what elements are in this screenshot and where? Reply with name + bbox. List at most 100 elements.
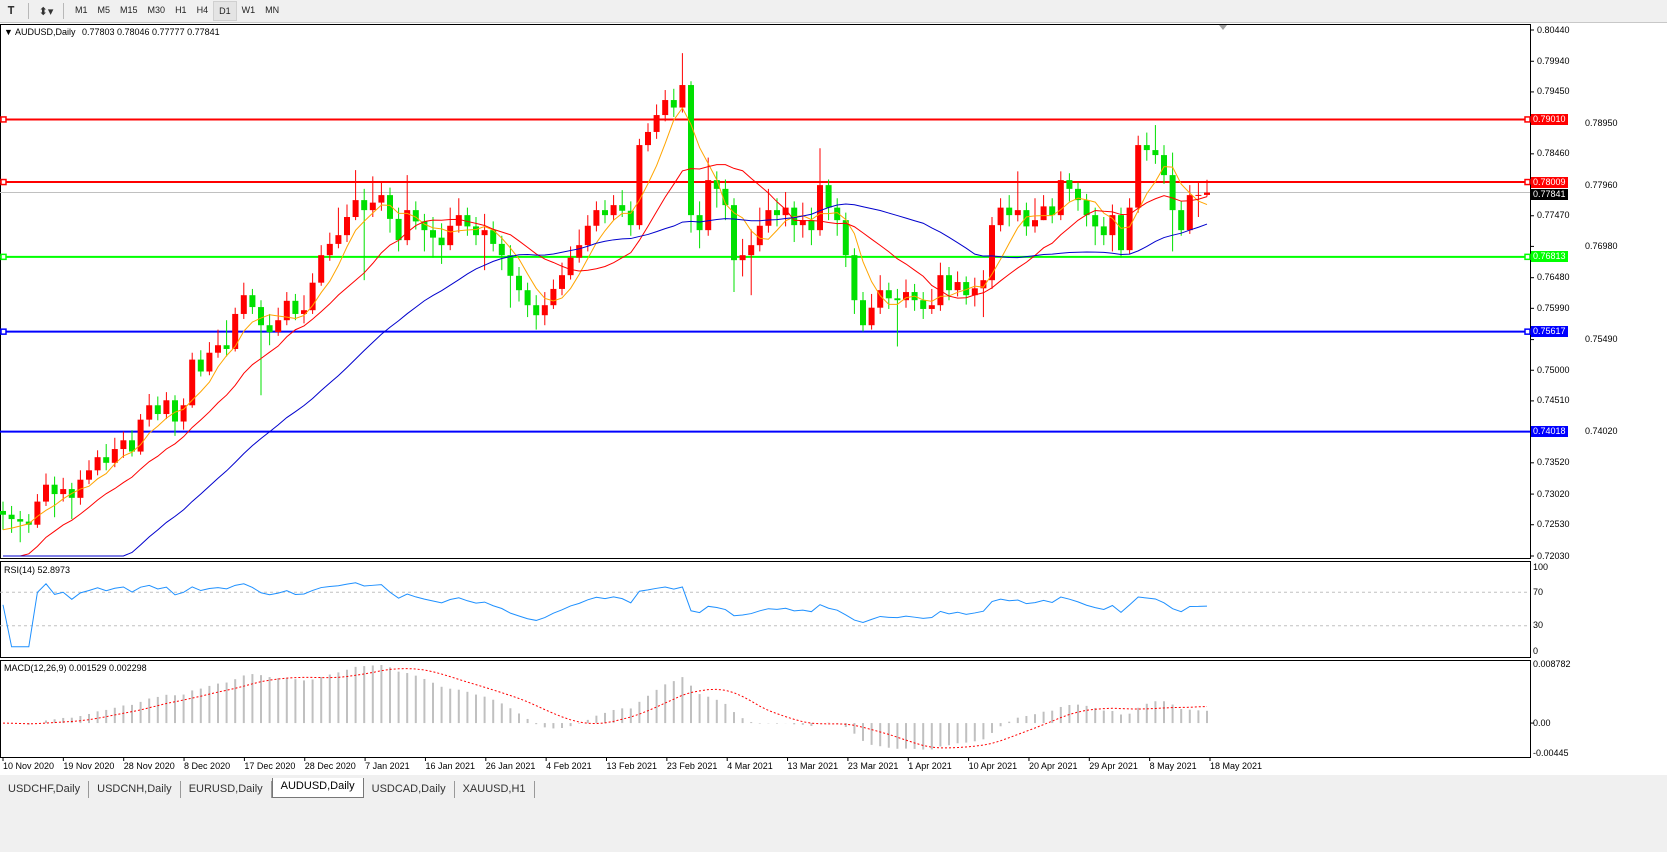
bull-candle — [971, 288, 978, 296]
bear-candle — [894, 298, 901, 301]
line-anchor-handle — [1524, 178, 1531, 186]
bear-candle — [533, 305, 540, 316]
bear-candle — [1075, 188, 1081, 201]
tab-usdchf-daily[interactable]: USDCHF,Daily — [0, 781, 90, 798]
bear-candle — [473, 226, 479, 236]
bid-price-tag: 0.77841 — [1531, 188, 1568, 200]
date-axis-label: 7 Jan 2021 — [365, 761, 410, 771]
bear-candle — [421, 221, 428, 231]
tab-audusd-daily[interactable]: AUDUSD,Daily — [271, 778, 364, 798]
bull-candle — [481, 230, 488, 236]
price-axis-label: 0.73020 — [1537, 488, 1570, 499]
moving-average-line-3 — [3, 203, 1208, 557]
timeframe-d1[interactable]: D1 — [213, 1, 237, 21]
level-price-tag[interactable]: 0.75617 — [1531, 326, 1568, 338]
bull-candle — [610, 205, 617, 216]
chart-window[interactable]: ▼ AUDUSD,Daily 0.77803 0.78046 0.77777 0… — [0, 23, 1667, 775]
chart-header: ▼ AUDUSD,Daily 0.77803 0.78046 0.77777 0… — [4, 27, 220, 37]
date-axis-label: 26 Jan 2021 — [485, 761, 536, 771]
date-axis-label: 10 Apr 2021 — [968, 761, 1018, 771]
tab-usdcad-daily[interactable]: USDCAD,Daily — [363, 781, 455, 798]
timeframe-h4[interactable]: H4 — [196, 5, 209, 15]
bull-candle — [662, 100, 669, 116]
bear-candle — [808, 220, 815, 231]
timeframe-m1[interactable]: M1 — [75, 5, 88, 15]
bear-candle — [834, 207, 841, 221]
bull-candle — [645, 131, 651, 146]
bull-candle — [344, 217, 350, 236]
price-axis-label: 0.75000 — [1537, 364, 1570, 375]
bull-candle — [189, 359, 196, 406]
ohlc-readout: 0.77803 0.78046 0.77777 0.77841 — [81, 27, 220, 37]
tab-xauusd-h1[interactable]: XAUUSD,H1 — [454, 781, 535, 798]
bull-candle — [980, 280, 987, 289]
bull-candle — [679, 85, 686, 108]
timeframe-m5[interactable]: M5 — [97, 5, 111, 15]
date-axis-label: 17 Dec 2020 — [244, 761, 296, 771]
bear-candle — [842, 220, 849, 256]
bear-candle — [1092, 215, 1099, 227]
date-axis-label: 4 Mar 2021 — [727, 761, 773, 771]
bull-candle — [1195, 194, 1202, 196]
bull-candle — [1126, 207, 1133, 251]
chart-shift-marker-icon — [1219, 25, 1227, 30]
date-axis-label: 20 Apr 2021 — [1028, 761, 1078, 771]
line-anchor-handle — [0, 178, 7, 186]
bear-candle — [412, 210, 419, 222]
bull-candle — [232, 313, 239, 349]
bear-candle — [1006, 207, 1013, 216]
bull-candle — [799, 220, 806, 226]
bear-candle — [1161, 155, 1167, 176]
line-anchor-handle — [0, 253, 7, 261]
rsi-axis-label: 30 — [1533, 620, 1544, 631]
date-axis-label: 23 Feb 2021 — [666, 761, 718, 771]
bull-candle — [868, 307, 875, 326]
price-axis-label: 0.74020 — [1585, 426, 1618, 437]
bull-candle — [1204, 192, 1210, 195]
bull-candle — [1014, 210, 1021, 216]
level-price-tag[interactable]: 0.74018 — [1531, 426, 1568, 438]
bull-candle — [240, 295, 247, 314]
bear-candle — [885, 290, 892, 299]
timeframe-m15[interactable]: M15 — [120, 5, 138, 15]
bear-candle — [516, 275, 522, 291]
timeframe-m30[interactable]: M30 — [147, 5, 166, 15]
collapse-triangle-icon[interactable]: ▼ — [4, 27, 13, 37]
toolbar: 𝐓 ⬍▾ M1 M5 M15 M30 H1 H4 D1 W1 MN — [0, 0, 1667, 23]
bull-candle — [1135, 145, 1142, 208]
bear-candle — [670, 100, 677, 108]
timeframe-w1[interactable]: W1 — [241, 5, 256, 15]
bear-candle — [258, 307, 264, 326]
timeframe-h1[interactable]: H1 — [175, 5, 187, 15]
bear-candle — [1169, 175, 1176, 211]
macd-axis-label: -0.00445 — [1533, 747, 1569, 758]
bear-candle — [17, 519, 24, 522]
level-price-tag[interactable]: 0.78009 — [1531, 176, 1568, 188]
bear-candle — [8, 514, 15, 520]
date-axis-label: 10 Nov 2020 — [3, 761, 55, 771]
tab-eurusd-daily[interactable]: EURUSD,Daily — [180, 781, 272, 798]
bear-candle — [1023, 210, 1030, 227]
tab-usdcnh-daily[interactable]: USDCNH,Daily — [89, 781, 181, 798]
bear-candle — [1049, 206, 1056, 216]
date-axis-label: 8 May 2021 — [1149, 761, 1197, 771]
bear-candle — [696, 215, 703, 231]
bear-candle — [490, 230, 497, 244]
bull-candle — [584, 225, 591, 246]
timeframe-mn[interactable]: MN — [265, 5, 280, 15]
bull-candle — [34, 501, 41, 525]
bear-candle — [627, 210, 634, 226]
text-tool-icon[interactable]: 𝐓 — [7, 4, 15, 17]
shapes-dropdown-icon[interactable]: ⬍▾ — [38, 5, 54, 18]
bear-candle — [430, 230, 436, 238]
bull-candle — [997, 207, 1004, 226]
bear-candle — [51, 484, 58, 495]
level-price-tag[interactable]: 0.79010 — [1531, 113, 1568, 125]
line-anchor-handle — [1524, 253, 1531, 261]
bull-candle — [928, 305, 935, 309]
date-axis-label: 29 Apr 2021 — [1089, 761, 1138, 771]
bull-candle — [326, 243, 333, 256]
level-price-tag[interactable]: 0.76813 — [1531, 251, 1568, 263]
chart-canvas[interactable] — [0, 23, 1667, 775]
bull-candle — [765, 210, 772, 226]
